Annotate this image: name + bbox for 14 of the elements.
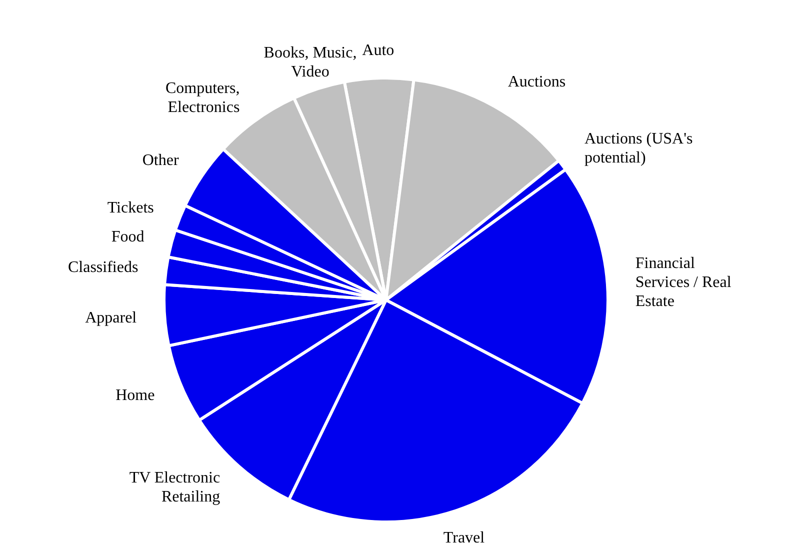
slice-label: Computers, Electronics (165, 80, 240, 116)
slice-label: Home (116, 386, 155, 404)
slice-label: TV Electronic Retailing (129, 470, 220, 506)
slice-label: Auctions (USA's potential) (584, 130, 693, 167)
slice-label: Auctions (508, 74, 566, 91)
slice-label: Books, Music, Video (264, 44, 357, 80)
slice-label: Auto (362, 42, 394, 60)
slice-label: Travel (443, 530, 486, 547)
slice-label: Tickets (107, 199, 154, 216)
slice-label: Food (111, 228, 144, 246)
slice-label: Other (142, 152, 180, 170)
slice-label: Financial Services / Real Estate (635, 254, 732, 310)
slice-label: Classifieds (68, 259, 138, 276)
slice-label: Apparel (85, 309, 138, 326)
